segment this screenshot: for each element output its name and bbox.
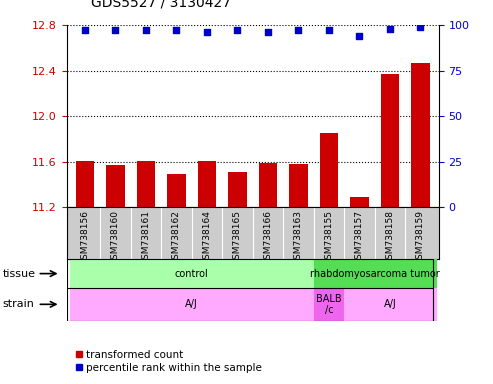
Bar bbox=[314, 288, 344, 321]
Text: GSM738158: GSM738158 bbox=[386, 210, 394, 265]
Bar bbox=[228, 172, 246, 384]
Point bbox=[81, 27, 89, 33]
Bar bbox=[137, 161, 155, 384]
Bar bbox=[167, 174, 185, 384]
Text: GSM738157: GSM738157 bbox=[355, 210, 364, 265]
Point bbox=[355, 33, 363, 39]
Text: GSM738164: GSM738164 bbox=[203, 210, 211, 265]
Text: GSM738163: GSM738163 bbox=[294, 210, 303, 265]
Bar bbox=[320, 133, 338, 384]
Bar bbox=[289, 164, 308, 384]
Bar bbox=[314, 259, 436, 288]
Bar bbox=[381, 74, 399, 384]
Point bbox=[173, 27, 180, 33]
Bar bbox=[106, 165, 125, 384]
Bar bbox=[411, 63, 429, 384]
Text: GSM738162: GSM738162 bbox=[172, 210, 181, 265]
Text: GSM738156: GSM738156 bbox=[80, 210, 89, 265]
Point bbox=[111, 27, 119, 33]
Point bbox=[264, 29, 272, 35]
Point bbox=[386, 25, 394, 31]
Point bbox=[142, 27, 150, 33]
Point bbox=[234, 27, 242, 33]
Text: GDS5527 / 3130427: GDS5527 / 3130427 bbox=[91, 0, 231, 10]
Bar bbox=[70, 288, 314, 321]
Point bbox=[294, 27, 302, 33]
Point bbox=[417, 24, 424, 30]
Bar bbox=[76, 161, 94, 384]
Bar bbox=[70, 259, 314, 288]
Text: rhabdomyosarcoma tumor: rhabdomyosarcoma tumor bbox=[310, 268, 440, 279]
Text: GSM738155: GSM738155 bbox=[324, 210, 333, 265]
Text: GSM738160: GSM738160 bbox=[111, 210, 120, 265]
Bar bbox=[198, 161, 216, 384]
Text: control: control bbox=[175, 268, 209, 279]
Bar bbox=[259, 163, 277, 384]
Text: A/J: A/J bbox=[185, 299, 198, 310]
Text: GSM738165: GSM738165 bbox=[233, 210, 242, 265]
Text: GSM738166: GSM738166 bbox=[263, 210, 273, 265]
Text: strain: strain bbox=[2, 299, 35, 310]
Point bbox=[325, 27, 333, 33]
Legend: transformed count, percentile rank within the sample: transformed count, percentile rank withi… bbox=[72, 346, 266, 377]
Point bbox=[203, 29, 211, 35]
Bar bbox=[344, 288, 436, 321]
Text: GSM738159: GSM738159 bbox=[416, 210, 425, 265]
Text: A/J: A/J bbox=[384, 299, 396, 310]
Text: GSM738161: GSM738161 bbox=[141, 210, 150, 265]
Text: BALB
/c: BALB /c bbox=[316, 293, 342, 315]
Bar bbox=[351, 197, 369, 384]
Text: tissue: tissue bbox=[2, 268, 35, 279]
